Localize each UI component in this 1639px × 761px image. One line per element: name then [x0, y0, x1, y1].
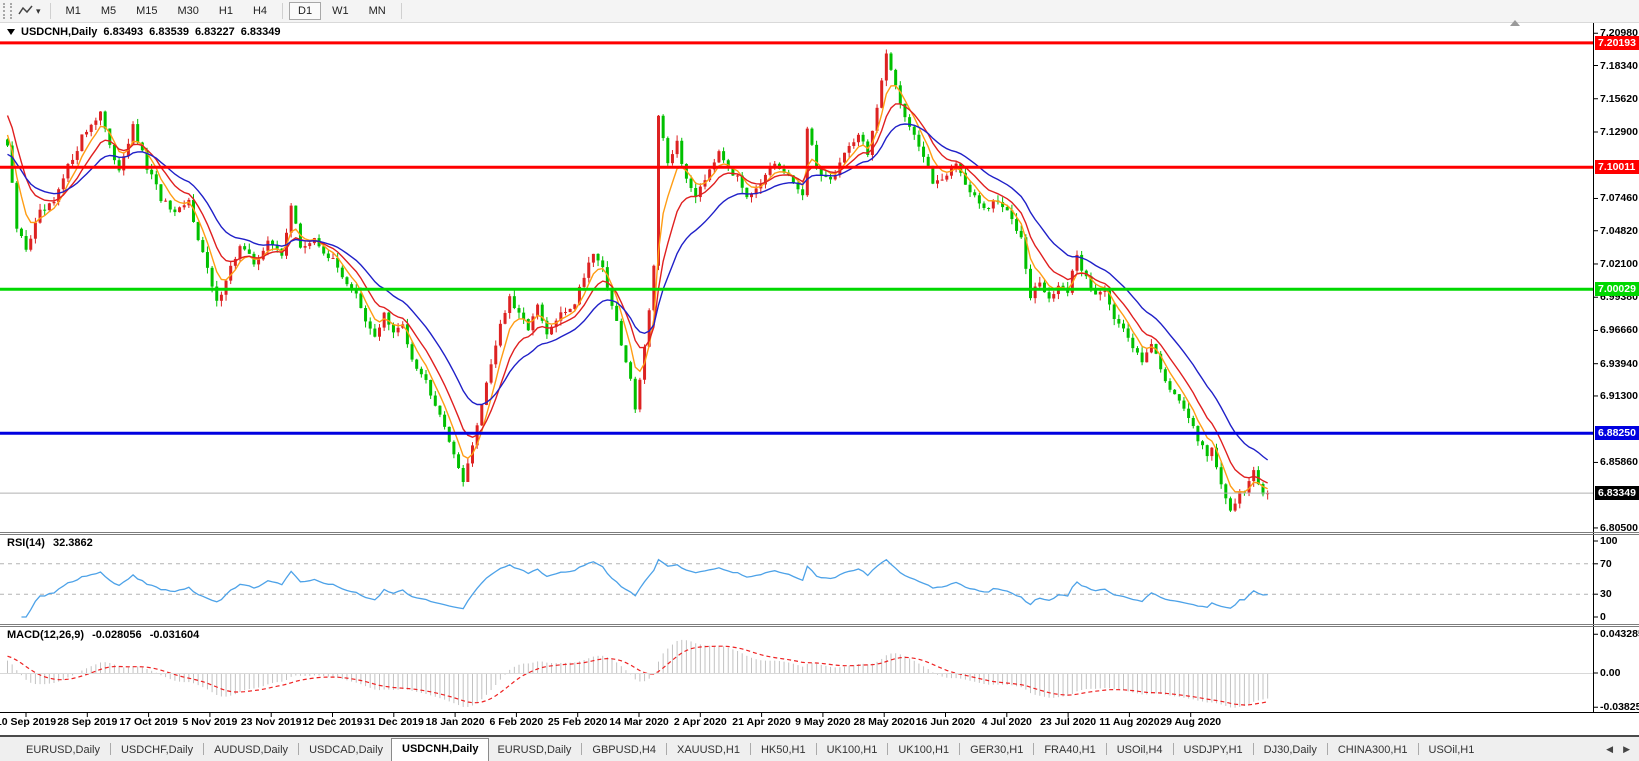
tab-separator [298, 743, 300, 755]
timeframe-button-m5[interactable]: M5 [92, 2, 125, 20]
timeframe-button-mn[interactable]: MN [360, 2, 395, 20]
chart-canvas[interactable] [0, 0, 1639, 735]
tab-separator [1252, 743, 1254, 755]
chart-tab-usoil-h4[interactable]: USOil,H4 [1116, 744, 1163, 756]
chart-tab-ger30-h1[interactable]: GER30,H1 [970, 744, 1024, 756]
rsi-value: 32.3862 [52, 537, 93, 549]
toolbar-separator [49, 3, 51, 19]
tab-separator [887, 743, 889, 755]
ohlc-low: 6.83227 [194, 26, 235, 38]
chart-tab-hk50-h1[interactable]: HK50,H1 [760, 744, 806, 756]
ohlc-open: 6.83493 [103, 26, 144, 38]
chart-symbol-label: USDCNH,Daily [21, 26, 98, 38]
toolbar-separator [400, 3, 402, 19]
chart-tab-eurusd-daily[interactable]: EURUSD,Daily [26, 744, 100, 756]
chevron-down-icon[interactable]: ▾ [36, 5, 41, 16]
timeframe-button-m15[interactable]: M15 [127, 2, 166, 20]
chart-title: USDCNH,Daily 6.83493 6.83539 6.83227 6.8… [7, 26, 286, 38]
chart-tab-gbpusd-h4[interactable]: GBPUSD,H4 [592, 744, 656, 756]
ohlc-close: 6.83349 [240, 26, 281, 38]
timeframe-button-group: M1 M5 M15 M30 H1 H4 D1 W1 MN [56, 2, 407, 20]
chart-tab-fra40-h1[interactable]: FRA40,H1 [1044, 744, 1096, 756]
timeframe-button-h1[interactable]: H1 [210, 2, 242, 20]
rsi-label: RSI(14) 32.3862 [7, 537, 98, 549]
tab-separator [749, 743, 751, 755]
tab-scroll-arrows: ◀ ▶ [1601, 737, 1635, 761]
chart-tab-usdchf-daily[interactable]: USDCHF,Daily [120, 744, 194, 756]
tab-separator [203, 743, 205, 755]
tab-scroll-left-icon[interactable]: ◀ [1606, 743, 1614, 754]
tab-separator [1033, 743, 1035, 755]
tab-separator [1417, 743, 1419, 755]
tab-scroll-right-icon[interactable]: ▶ [1623, 743, 1630, 754]
chart-tab-china300-h1[interactable]: CHINA300,H1 [1337, 744, 1408, 756]
timeframe-button-w1[interactable]: W1 [323, 2, 358, 20]
chart-tab-xauusd-h1[interactable]: XAUUSD,H1 [676, 744, 740, 756]
toolbar-grip[interactable] [3, 3, 12, 19]
toolbar: ▾ M1 M5 M15 M30 H1 H4 D1 W1 MN [0, 0, 1639, 23]
tab-separator [665, 743, 667, 755]
tab-separator [581, 743, 583, 755]
collapse-triangle-icon[interactable] [7, 29, 15, 35]
tab-separator [1172, 743, 1174, 755]
chart-tool-icon[interactable] [16, 3, 36, 19]
chart-tab-uk100-h1[interactable]: UK100,H1 [898, 744, 950, 756]
macd-name: MACD(12,26,9) [7, 629, 85, 641]
timeframe-button-d1[interactable]: D1 [289, 2, 322, 20]
chart-tab-bar: EURUSD,Daily USDCHF,Daily AUDUSD,Daily USDC… [0, 735, 1639, 761]
chart-tab-eurusd-daily[interactable]: EURUSD,Daily [497, 744, 572, 756]
rsi-name: RSI(14) [7, 537, 45, 549]
toolbar-separator [282, 3, 284, 19]
tab-separator [1105, 743, 1107, 755]
chart-tab-uk100-h1[interactable]: UK100,H1 [826, 744, 878, 756]
tab-separator [815, 743, 817, 755]
macd-value: -0.028056 [92, 629, 142, 641]
price-scale-marker-icon[interactable] [1510, 20, 1520, 26]
chart-tab-usdcad-daily[interactable]: USDCAD,Daily [309, 744, 384, 756]
macd-signal-value: -0.031604 [149, 629, 200, 641]
timeframe-button-m1[interactable]: M1 [57, 2, 90, 20]
timeframe-button-m30[interactable]: M30 [169, 2, 208, 20]
tab-separator [1326, 743, 1328, 755]
chart-tab-dj30-daily[interactable]: DJ30,Daily [1263, 744, 1317, 756]
macd-label: MACD(12,26,9) -0.028056 -0.031604 [7, 629, 204, 641]
tab-separator [109, 743, 111, 755]
chart-tab-usdcnh-daily[interactable]: USDCNH,Daily [391, 738, 490, 761]
chart-tab-usoil-h1[interactable]: USOil,H1 [1428, 744, 1475, 756]
chart-tab-audusd-daily[interactable]: AUDUSD,Daily [214, 744, 289, 756]
chart-tab-usdjpy-h1[interactable]: USDJPY,H1 [1183, 744, 1243, 756]
timeframe-button-h4[interactable]: H4 [244, 2, 276, 20]
ohlc-high: 6.83539 [149, 26, 189, 38]
zigzag-icon [18, 5, 33, 15]
tab-separator [959, 743, 961, 755]
